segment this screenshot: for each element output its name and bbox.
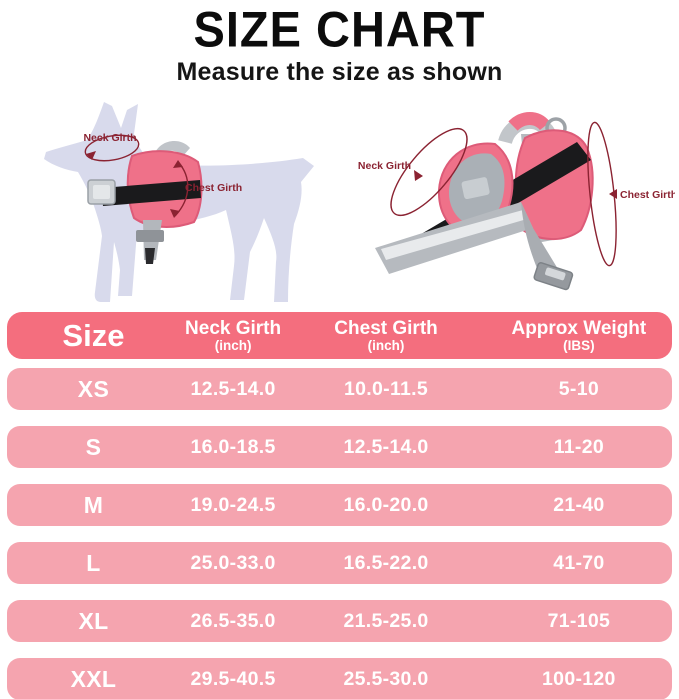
approx-weight-cell: 5-10 (558, 377, 599, 400)
neck-girth-ellipse (84, 134, 140, 162)
approx-weight-cell: 41-70 (553, 551, 605, 574)
table-row: S 16.0-18.5 12.5-14.0 11-20 (7, 426, 672, 468)
size-cell: M (83, 491, 104, 518)
product-chest-girth-arrowhead (609, 189, 617, 199)
size-cell: XXL (70, 665, 117, 692)
dog-neck-girth-label: Neck Girth (83, 132, 136, 144)
approx-weight-cell: 100-120 (542, 667, 616, 690)
page-title: SIZE CHART (193, 1, 486, 58)
approx-weight-cell: 71-105 (547, 609, 611, 632)
size-table: Size Neck Girth (inch) Chest Girth (inch… (0, 312, 679, 699)
size-cell: XL (78, 607, 109, 634)
harness-girth-strap-tip (145, 248, 155, 264)
column-header-chest-girth: Chest Girth (inch) (334, 317, 438, 353)
size-table-header: Size Neck Girth (inch) Chest Girth (inch… (7, 312, 672, 359)
neck-girth-cell: 16.0-18.5 (190, 435, 276, 458)
neck-girth-arrowhead (86, 151, 96, 160)
column-header-neck-girth: Neck Girth (inch) (185, 317, 282, 353)
approx-weight-cell: 11-20 (553, 435, 605, 458)
approx-weight-cell: 21-40 (553, 493, 605, 516)
neck-girth-cell: 29.5-40.5 (190, 667, 276, 690)
table-row: XL 26.5-35.0 21.5-25.0 71-105 (7, 600, 672, 642)
table-row: L 25.0-33.0 16.5-22.0 41-70 (7, 542, 672, 584)
dog-harness-illustration: Neck Girth Chest Girth (44, 102, 314, 302)
table-row: M 19.0-24.5 16.0-20.0 21-40 (7, 484, 672, 526)
neck-girth-cell: 12.5-14.0 (190, 377, 276, 400)
size-table-rows: XS 12.5-14.0 10.0-11.5 5-10 S 16.0-18.5 12.5-1… (7, 368, 672, 699)
product-chest-girth-label: Chest Girth (620, 189, 675, 201)
product-neck-girth-ellipse (390, 127, 468, 217)
chest-girth-cell: 16.0-20.0 (343, 493, 429, 516)
chest-girth-cell: 12.5-14.0 (343, 435, 429, 458)
product-neck-pad-label (461, 177, 490, 200)
table-row: XS 12.5-14.0 10.0-11.5 5-10 (7, 368, 672, 410)
column-header-size: Size (62, 318, 125, 353)
dog-chest-girth-label: Chest Girth (185, 182, 242, 194)
product-handle-grip (508, 112, 551, 131)
size-cell: L (86, 549, 101, 576)
chest-girth-cell: 25.5-30.0 (343, 667, 429, 690)
size-cell: XS (77, 375, 110, 402)
harness-front-buckle-slot (93, 185, 110, 199)
size-cell: S (85, 433, 102, 460)
column-header-approx-weight: Approx Weight (IBS) (511, 317, 647, 353)
product-neck-girth-arrowhead (414, 170, 423, 181)
harness-black-strap (101, 180, 201, 206)
chest-girth-arrowhead-top (173, 160, 183, 168)
product-neck-girth-label: Neck Girth (358, 160, 411, 172)
neck-girth-cell: 19.0-24.5 (190, 493, 276, 516)
chest-girth-cell: 16.5-22.0 (343, 551, 429, 574)
chest-girth-cell: 21.5-25.0 (343, 609, 429, 632)
product-reflective-stripe (381, 210, 527, 260)
chest-girth-arrowhead-bottom (170, 209, 180, 218)
harness-girth-slider (136, 230, 164, 242)
product-strap-curve (521, 202, 561, 282)
product-buckle-slot (545, 267, 566, 281)
page-subtitle: Measure the size as shown (176, 58, 503, 86)
table-row: XXL 29.5-40.5 25.5-30.0 100-120 (7, 658, 672, 699)
neck-girth-cell: 26.5-35.0 (190, 609, 276, 632)
harness-product-illustration: Neck Girth Chest Girth (358, 112, 675, 291)
chest-girth-cell: 10.0-11.5 (344, 377, 429, 400)
neck-girth-cell: 25.0-33.0 (190, 551, 276, 574)
measurement-illustrations: Neck Girth Chest Girth (0, 90, 679, 306)
page-header: SIZE CHART Measure the size as shown (0, 0, 679, 87)
